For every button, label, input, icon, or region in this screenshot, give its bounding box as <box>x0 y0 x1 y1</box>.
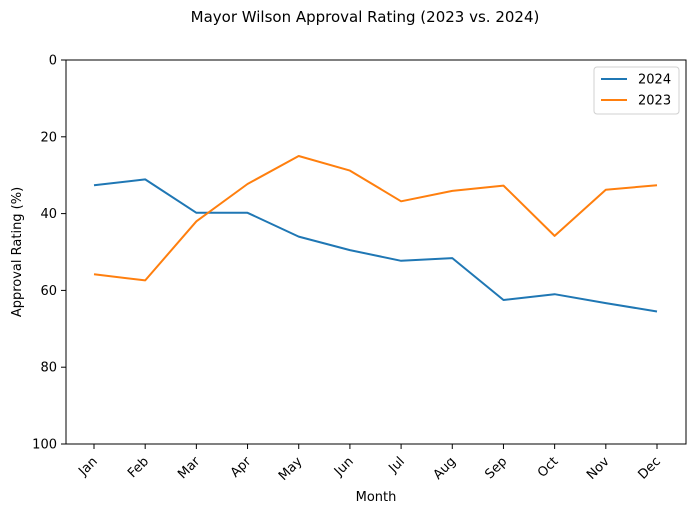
x-tick-label: Dec <box>635 454 663 482</box>
x-tick-label: May <box>276 454 306 484</box>
y-axis: 0 20 40 60 80 100 <box>32 54 66 453</box>
legend-label: 2023 <box>638 94 671 109</box>
y-tick-label: 40 <box>40 207 57 222</box>
x-tick-label: Jul <box>386 454 408 476</box>
y-tick-label: 80 <box>40 361 57 376</box>
x-tick-label: Nov <box>584 454 613 483</box>
x-tick-label: Jun <box>331 454 357 480</box>
series-line-2024 <box>93 178 658 313</box>
series-lines <box>93 155 658 313</box>
x-tick-label: Sep <box>482 454 510 482</box>
x-tick-label: Oct <box>535 454 562 481</box>
y-tick-label: 0 <box>49 54 57 69</box>
x-tick-label: Apr <box>228 454 255 481</box>
series-line-2023 <box>93 155 658 282</box>
x-tick-label: Jan <box>75 454 100 479</box>
legend: 2024 2023 <box>593 66 680 115</box>
y-axis-label: Approval Rating (%) <box>10 187 25 317</box>
y-tick-label: 60 <box>40 284 57 299</box>
x-tick-label: Feb <box>125 454 152 481</box>
legend-label: 2024 <box>638 73 671 88</box>
plot-area <box>65 59 687 445</box>
y-tick-label: 20 <box>40 130 57 145</box>
x-tick-label: Mar <box>175 454 203 482</box>
y-tick-label: 100 <box>32 438 57 453</box>
x-axis-label: Month <box>356 490 397 505</box>
x-axis: Jan Feb Mar Apr May Jun Jul Aug Sep Oct Nov Dec <box>75 444 664 484</box>
x-tick-label: Aug <box>431 454 460 483</box>
chart-title: Mayor Wilson Approval Rating (2023 vs. 2… <box>191 8 540 26</box>
